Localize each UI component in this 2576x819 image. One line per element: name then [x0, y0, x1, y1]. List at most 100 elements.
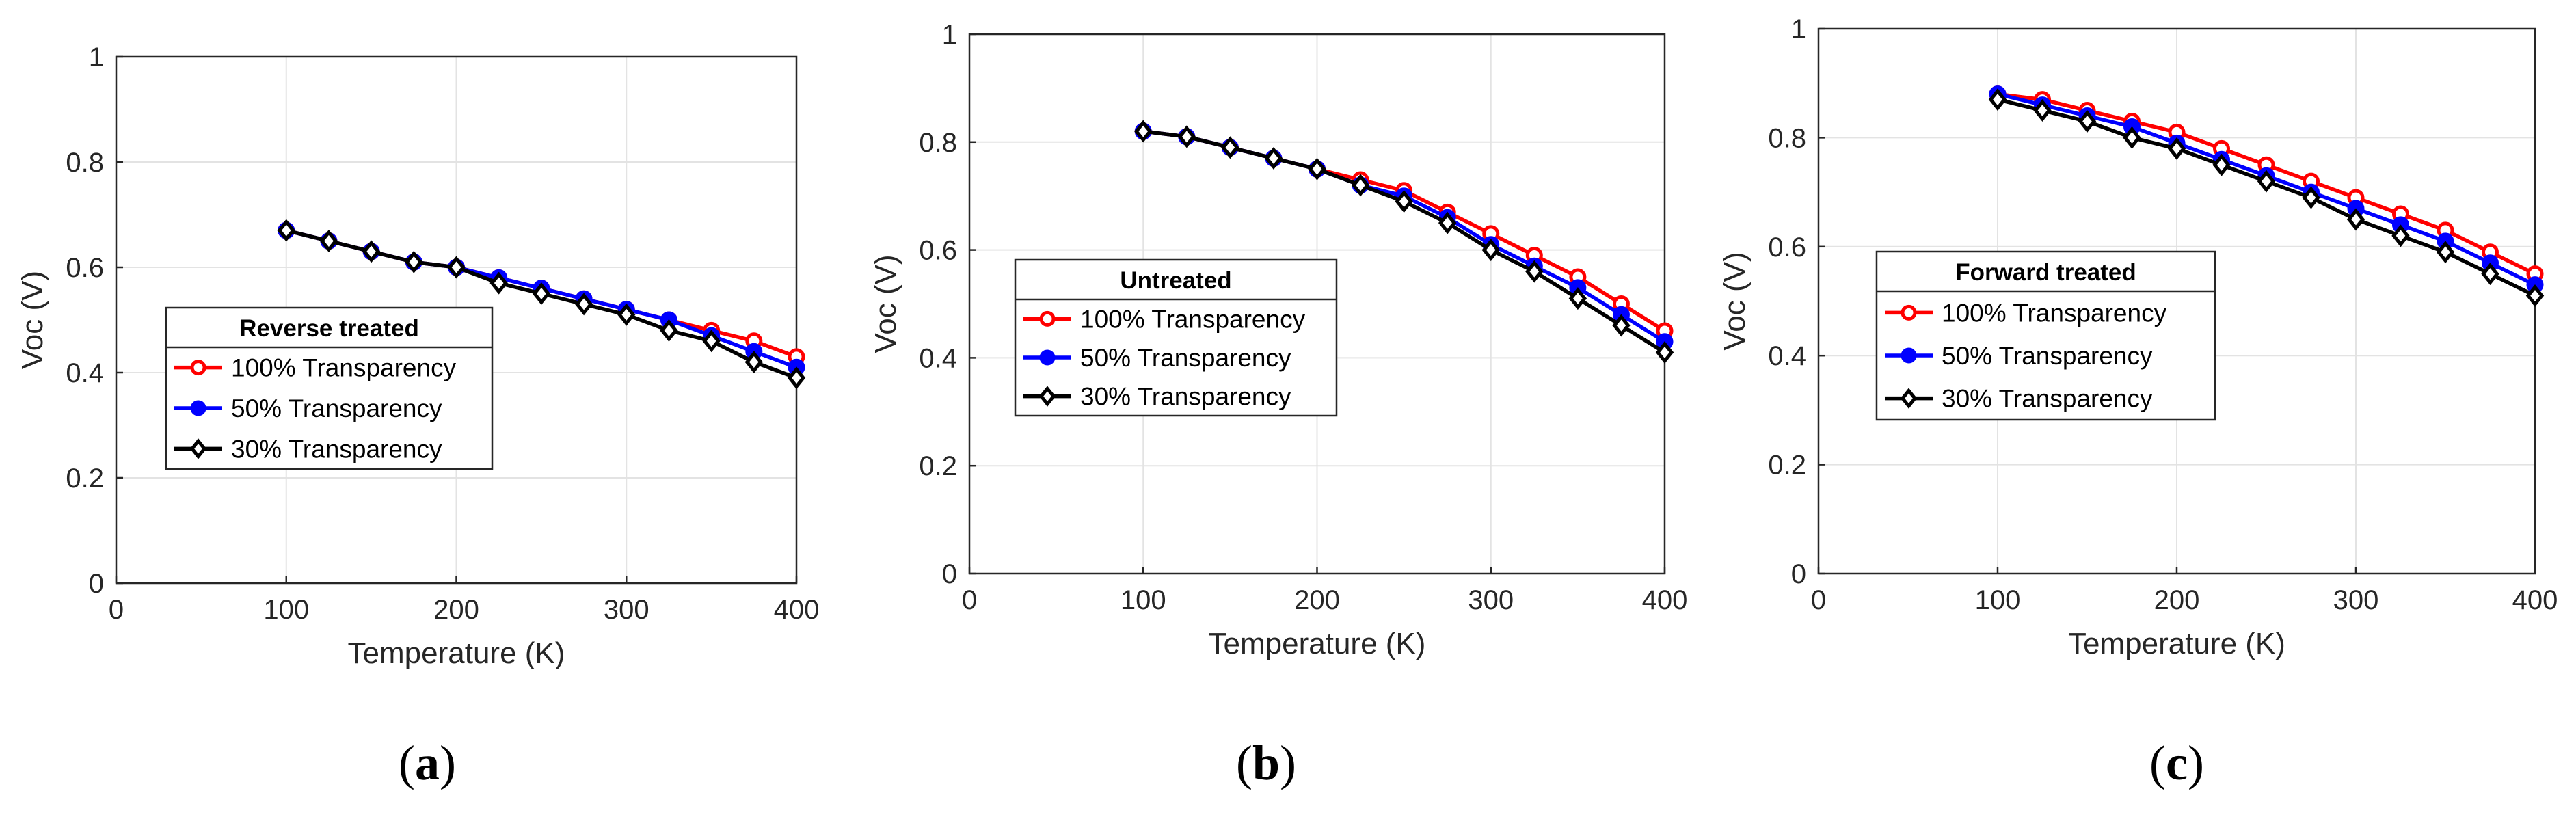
data-point [2212, 153, 2231, 176]
data-point [702, 330, 721, 353]
legend-title: Untreated [1120, 267, 1231, 294]
data-point [617, 303, 636, 326]
chart-panel-b: 0 100 200 300 400 0 0.2 0.4 0.6 0.8 1 Temperature (… [869, 20, 1687, 660]
y-tick-label: 0.8 [919, 128, 957, 158]
data-point [277, 219, 295, 242]
legend-entry: 30% Transparency [231, 435, 442, 463]
x-tick-label: 300 [604, 595, 649, 625]
x-axis-label: Temperature (K) [348, 636, 565, 670]
data-point [1221, 136, 1239, 159]
data-point [1308, 157, 1326, 180]
data-point [532, 282, 551, 306]
data-point [2257, 170, 2276, 193]
legend-swatch-marker [190, 400, 206, 416]
legend-entry: 30% Transparency [1080, 383, 1291, 411]
y-tick-label: 0.2 [1768, 451, 1806, 481]
data-point [362, 240, 381, 263]
legend-entry: 30% Transparency [1942, 385, 2153, 413]
data-point [2123, 126, 2141, 149]
x-tick-label: 400 [1642, 585, 1688, 615]
legend-swatch-marker [1901, 347, 1917, 364]
data-point [744, 351, 764, 374]
x-tick-label: 300 [1468, 585, 1514, 615]
data-point [447, 256, 466, 279]
y-tick-label: 0.4 [1768, 341, 1806, 371]
legend-swatch-marker [1039, 310, 1056, 327]
legend-swatch-marker [1901, 304, 1917, 321]
data-point [2167, 137, 2186, 160]
data-point [1655, 341, 1674, 364]
x-tick-label: 0 [109, 595, 124, 625]
legend-box [1014, 258, 1338, 417]
legend-swatch-marker [189, 438, 207, 459]
y-tick-label: 0 [1791, 559, 1806, 589]
x-tick-label: 200 [1294, 585, 1340, 615]
x-tick-label: 100 [1975, 585, 2021, 615]
y-tick-label: 0.4 [66, 358, 104, 388]
data-point [1395, 190, 1413, 213]
legend-entry: 100% Transparency [231, 354, 457, 382]
legend-entry: 100% Transparency [1080, 305, 1306, 333]
chart-panel-c: 0 100 200 300 400 0 0.2 0.4 0.6 0.8 1 Temperature (… [1718, 14, 2558, 660]
y-tick-label: 0.2 [919, 451, 957, 481]
data-point [1438, 211, 1457, 234]
data-point [405, 250, 423, 273]
data-point [1568, 287, 1587, 310]
x-axis-label: Temperature (K) [1209, 627, 1426, 660]
x-tick-label: 0 [1811, 585, 1826, 615]
legend: Untreated 100% Transparency 50% Transparen… [1014, 258, 1338, 417]
data-point [489, 271, 508, 295]
y-tick-label: 0.6 [1768, 232, 1806, 263]
legend-entry: 50% Transparency [231, 394, 442, 422]
chart-panel-a: 0 100 200 300 400 0 0.2 0.4 0.6 0.8 1 Temperature (… [16, 42, 819, 670]
data-point [1177, 125, 1196, 148]
y-axis-label: Voc (V) [869, 254, 902, 353]
panel-label: (c) [2149, 736, 2204, 790]
data-point [1612, 314, 1631, 337]
x-tick-label: 300 [2333, 585, 2379, 615]
data-point [660, 319, 678, 342]
y-axis-label: Voc (V) [1718, 252, 1752, 350]
panel-label: (a) [399, 736, 456, 790]
legend-swatch-marker [190, 360, 206, 376]
legend-title: Forward treated [1955, 259, 2136, 286]
series-3 [277, 219, 806, 390]
x-tick-label: 100 [1121, 585, 1166, 615]
data-point [1988, 88, 2007, 111]
data-point [1525, 260, 1544, 283]
legend: Forward treated 100% Transparency 50% Tran… [1875, 250, 2216, 421]
legend-swatch-marker [1038, 386, 1056, 407]
legend-swatch-marker [1900, 388, 1918, 409]
x-tick-label: 400 [774, 595, 820, 625]
legend-entry: 50% Transparency [1080, 344, 1291, 372]
legend-entry: 50% Transparency [1942, 342, 2153, 370]
y-tick-label: 0.8 [66, 148, 104, 178]
y-axis-label: Voc (V) [16, 271, 49, 369]
data-point [574, 293, 593, 316]
y-tick-label: 0 [89, 569, 104, 599]
legend-title: Reverse treated [239, 315, 419, 342]
data-point [319, 229, 338, 253]
legend: Reverse treated 100% Transparency 50% Tran… [165, 306, 494, 470]
y-tick-label: 0.6 [919, 236, 957, 266]
x-tick-label: 400 [2512, 585, 2558, 615]
legend-box [165, 306, 494, 470]
data-point [1134, 120, 1153, 143]
data-point [2391, 224, 2410, 247]
x-tick-label: 100 [263, 595, 309, 625]
y-tick-label: 0.6 [66, 253, 104, 283]
data-point [787, 366, 806, 390]
x-tick-label: 200 [2154, 585, 2200, 615]
y-tick-label: 0.8 [1768, 123, 1806, 153]
panel-label: (b) [1236, 736, 1296, 790]
series-3 [1134, 120, 1674, 364]
x-tick-label: 200 [433, 595, 479, 625]
data-point [1264, 146, 1283, 170]
y-tick-label: 1 [89, 42, 104, 72]
data-point [1481, 239, 1500, 262]
data-point [2078, 109, 2097, 133]
y-tick-label: 0.4 [919, 343, 957, 373]
y-tick-label: 1 [942, 20, 957, 50]
data-point [1351, 174, 1370, 197]
